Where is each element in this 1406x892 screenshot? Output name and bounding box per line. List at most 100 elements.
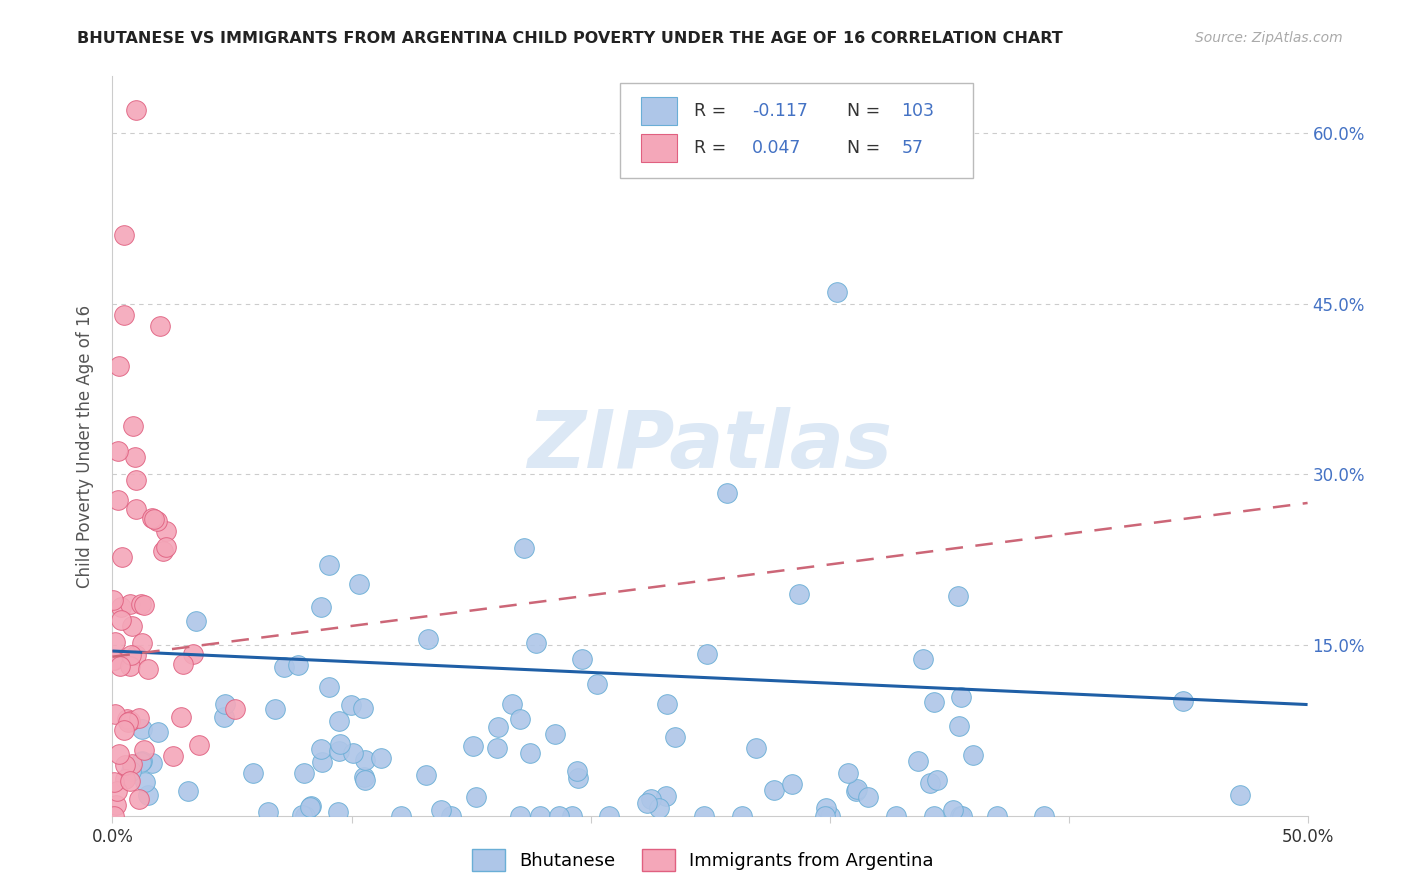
Point: [107, 492, 129, 507]
Point: [129, 756, 152, 770]
Point: [946, 589, 969, 603]
Point: [519, 747, 541, 761]
Point: [103, 809, 125, 823]
Point: [120, 648, 142, 663]
Point: [416, 632, 439, 646]
Point: [118, 774, 141, 789]
Point: [856, 790, 879, 805]
Point: [184, 614, 207, 628]
Point: [529, 809, 551, 823]
FancyBboxPatch shape: [641, 97, 676, 126]
Point: [224, 702, 246, 716]
Point: [149, 319, 172, 334]
Point: [509, 809, 531, 823]
Point: [131, 636, 153, 650]
Point: [152, 544, 174, 558]
Point: [114, 228, 135, 243]
Point: [509, 712, 531, 726]
Point: [818, 809, 841, 823]
Point: [655, 789, 678, 803]
Point: [787, 587, 810, 601]
Point: [117, 714, 139, 729]
Point: [120, 659, 142, 673]
Point: [950, 809, 973, 823]
Point: [292, 765, 315, 780]
Point: [543, 727, 565, 741]
Point: [103, 653, 125, 667]
Point: [942, 803, 965, 817]
Point: [128, 792, 150, 806]
Point: [125, 473, 148, 487]
Point: [170, 710, 193, 724]
Point: [105, 784, 128, 798]
Point: [141, 511, 163, 525]
Point: [121, 418, 143, 433]
Point: [716, 486, 738, 500]
FancyBboxPatch shape: [641, 135, 676, 162]
Point: [120, 764, 142, 778]
Legend: Bhutanese, Immigrants from Argentina: Bhutanese, Immigrants from Argentina: [465, 842, 941, 879]
Point: [986, 809, 1008, 823]
Point: [172, 657, 194, 671]
Point: [745, 740, 768, 755]
Point: [114, 758, 136, 772]
Text: 103: 103: [901, 103, 934, 120]
Point: [155, 524, 177, 538]
Point: [922, 695, 945, 709]
Point: [884, 809, 907, 823]
Point: [513, 541, 536, 556]
Point: [125, 103, 148, 117]
Point: [124, 648, 146, 662]
Point: [949, 690, 972, 704]
Point: [287, 658, 309, 673]
Point: [214, 710, 236, 724]
Point: [429, 803, 451, 817]
Point: [318, 680, 340, 694]
Point: [925, 772, 948, 787]
Point: [655, 698, 678, 712]
Point: [911, 652, 934, 666]
Point: [762, 782, 785, 797]
Text: ZIPatlas: ZIPatlas: [527, 407, 893, 485]
Point: [328, 714, 350, 728]
Point: [567, 771, 589, 785]
Point: [1033, 809, 1056, 823]
Point: [328, 744, 350, 758]
Point: [188, 739, 211, 753]
Point: [815, 801, 838, 815]
Point: [1171, 694, 1194, 708]
Point: [103, 706, 125, 721]
Text: 0.047: 0.047: [752, 139, 801, 157]
Point: [1229, 788, 1251, 802]
Point: [370, 750, 392, 764]
Point: [299, 799, 322, 814]
Point: [693, 809, 716, 823]
Point: [114, 308, 135, 322]
Point: [922, 809, 945, 823]
Point: [415, 768, 437, 782]
Point: [440, 809, 463, 823]
Point: [485, 740, 508, 755]
Point: [128, 711, 150, 725]
Point: [273, 660, 295, 674]
Point: [464, 790, 486, 805]
Point: [329, 738, 352, 752]
Point: [101, 653, 124, 667]
Point: [134, 775, 156, 789]
Point: [353, 770, 375, 784]
Point: [214, 697, 236, 711]
Point: [780, 776, 803, 790]
FancyBboxPatch shape: [620, 83, 973, 178]
Point: [181, 647, 204, 661]
Point: [104, 634, 127, 648]
Point: [309, 599, 332, 614]
Point: [118, 714, 141, 729]
Point: [326, 805, 349, 820]
Point: [108, 659, 131, 673]
Point: [948, 719, 970, 733]
Point: [142, 512, 165, 526]
Point: [637, 796, 659, 810]
Point: [353, 772, 375, 787]
Point: [107, 444, 129, 458]
Point: [132, 743, 155, 757]
